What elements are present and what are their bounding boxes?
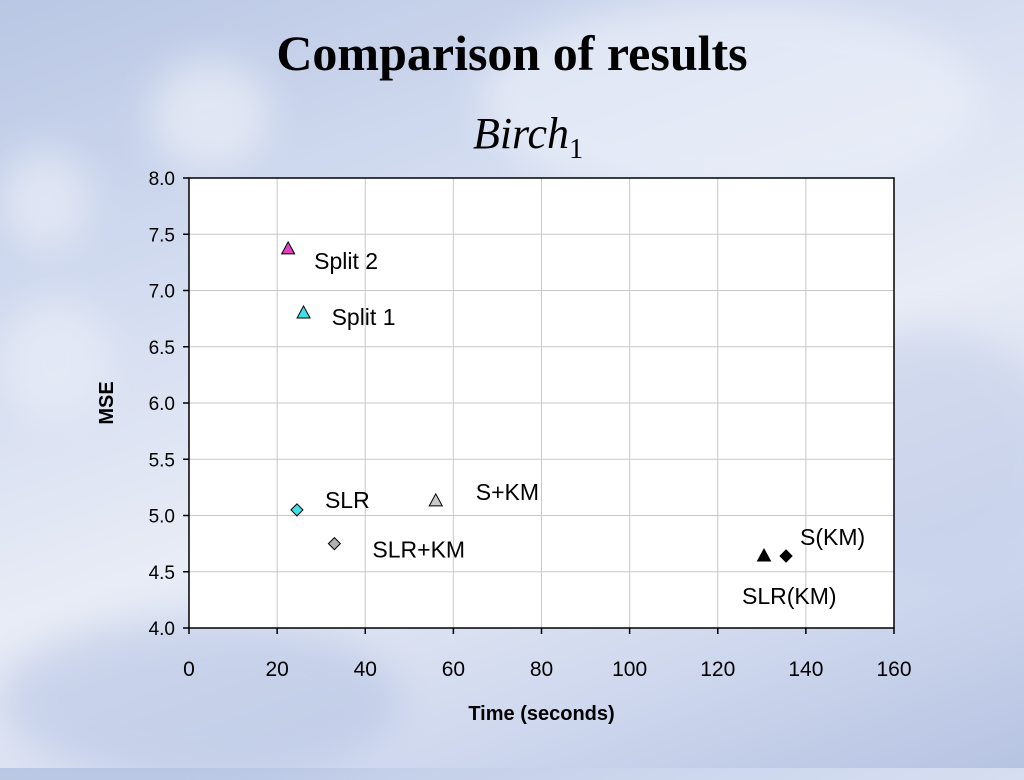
y-axis-label: MSE [96,381,118,424]
slide-title: Comparison of results [276,25,748,81]
x-tick-label: 0 [183,658,195,681]
point-slr-km [756,547,772,562]
y-tick-label: 4.0 [149,619,175,640]
data-label-slr: SLR [325,487,370,513]
x-tick-label: 100 [612,658,647,681]
y-tick-label: 6.5 [149,338,175,359]
point-slr-km [327,536,342,551]
point-split-1 [296,304,311,319]
point-split-2 [280,240,296,255]
y-tick-label: 6.0 [149,394,175,415]
x-tick-label: 40 [354,658,377,681]
data-label-split-1: Split 1 [332,304,396,330]
subtitle-text: Birch [472,109,570,158]
x-tick-label: 60 [442,658,465,681]
y-tick-label: 4.5 [149,563,175,584]
x-tick-label: 80 [530,658,553,681]
data-label-slr-km: SLR+KM [372,537,465,563]
data-label-s-km: S(KM) [800,524,865,550]
subtitle-subscript: 1 [569,134,584,165]
x-tick-label: 120 [700,658,735,681]
point-slr [290,503,304,517]
x-tick-label: 140 [788,658,823,681]
x-tick-label: 20 [265,658,288,681]
point-s-km [428,492,444,507]
slide-subtitle: Birch1 [0,108,1024,166]
data-label-slr-km: SLR(KM) [742,583,837,609]
x-axis-label: Time (seconds) [468,703,614,725]
y-tick-label: 5.5 [149,450,175,471]
data-label-split-2: Split 2 [314,248,378,274]
y-tick-label: 5.0 [149,507,175,528]
y-tick-label: 7.0 [149,282,175,303]
data-label-s-km: S+KM [476,479,539,505]
x-tick-label: 160 [876,658,911,681]
y-tick-label: 7.5 [149,225,175,246]
y-tick-label: 8.0 [149,169,175,190]
point-s-km [779,549,793,563]
